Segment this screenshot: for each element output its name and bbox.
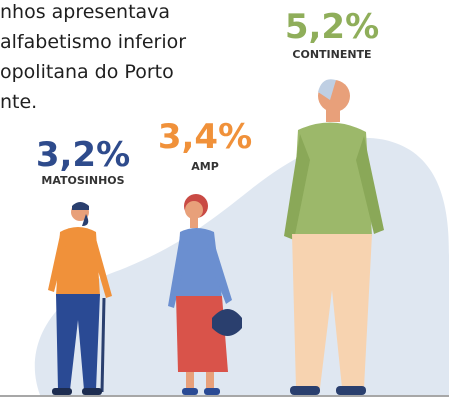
body-text-line: nte.: [0, 91, 37, 113]
figure-woman: [168, 194, 242, 395]
body-text-line: alfabetismo inferior: [0, 31, 186, 53]
body-text-line: opolitana do Porto: [0, 61, 174, 83]
stat-label: MATOSINHOS: [41, 174, 124, 187]
stat-value: 5,2%: [285, 7, 379, 47]
figure-man-cane: [48, 202, 112, 395]
body-text-line: nhos apresentava: [0, 1, 170, 23]
stat-value: 3,4%: [158, 117, 252, 157]
stat-value: 3,2%: [36, 135, 130, 175]
stat-label: CONTINENTE: [292, 48, 371, 61]
stat-label: AMP: [191, 160, 219, 173]
figure-old-man: [284, 79, 384, 395]
